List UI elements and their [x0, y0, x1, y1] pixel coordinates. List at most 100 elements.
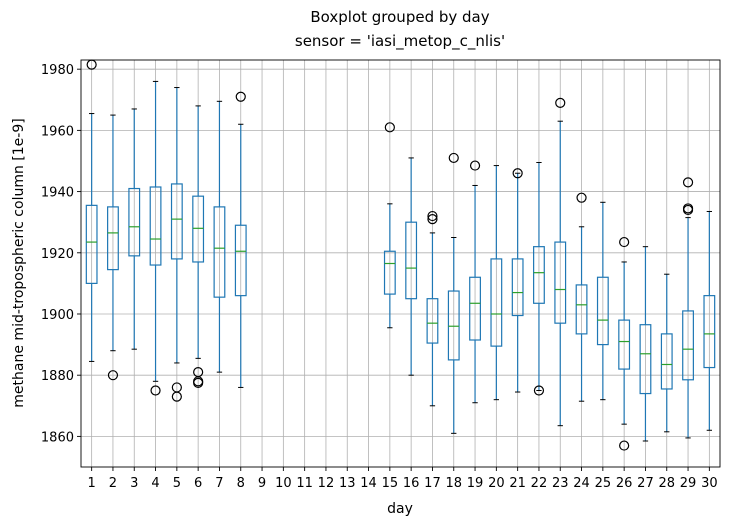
iqr-box	[170, 183, 183, 260]
box-day-21	[511, 168, 524, 393]
y-tick-label: 1860	[41, 430, 74, 445]
iqr-box	[533, 246, 545, 304]
x-tick-label: 21	[509, 476, 526, 491]
iqr-box	[596, 276, 609, 346]
y-tick-label: 1940	[41, 186, 74, 201]
box-day-22	[533, 162, 545, 396]
iqr-box	[383, 250, 396, 295]
iqr-box	[490, 258, 503, 347]
box-day-5	[170, 87, 183, 402]
y-tick-label: 1900	[41, 308, 74, 323]
x-tick-label: 23	[552, 476, 569, 491]
x-tick-label: 14	[360, 476, 377, 491]
x-axis-label: day	[387, 501, 413, 517]
outlier-point	[619, 440, 630, 451]
x-tick-label: 8	[237, 476, 245, 491]
box-day-25	[596, 201, 609, 401]
iqr-box	[469, 276, 481, 341]
iqr-box	[618, 319, 631, 370]
outlier-point	[448, 152, 459, 164]
box-day-18	[447, 152, 460, 434]
box-day-4	[149, 80, 162, 396]
iqr-box	[660, 333, 673, 390]
y-tick-label: 1920	[41, 247, 74, 262]
x-tick-label: 30	[701, 476, 718, 491]
x-tick-label: 26	[616, 476, 633, 491]
box-day-15	[383, 122, 396, 329]
x-tick-label: 27	[637, 476, 654, 491]
iqr-box	[107, 206, 119, 271]
iqr-box	[85, 204, 98, 284]
iqr-box	[213, 206, 226, 298]
box-day-2	[107, 114, 119, 381]
outlier-point	[682, 177, 694, 188]
x-tick-label: 24	[573, 476, 590, 491]
x-tick-label: 6	[194, 476, 202, 491]
outlier-point	[150, 385, 161, 396]
iqr-box	[149, 186, 162, 266]
box-day-19	[469, 160, 481, 404]
iqr-box	[128, 187, 141, 257]
outlier-point	[427, 210, 438, 222]
y-tick-label: 1880	[41, 369, 74, 384]
box-day-28	[660, 273, 673, 433]
outlier-point	[171, 391, 182, 402]
box-day-23	[554, 97, 567, 427]
iqr-box	[575, 284, 588, 335]
iqr-box	[511, 258, 524, 317]
box-day-20	[490, 165, 503, 401]
outlier-point	[682, 204, 694, 216]
iqr-box	[447, 290, 460, 361]
x-tick-label: 11	[296, 476, 313, 491]
y-tick-label: 1980	[41, 63, 74, 78]
x-tick-label: 16	[403, 476, 420, 491]
x-tick-label: 3	[130, 476, 138, 491]
x-tick-label: 29	[680, 476, 697, 491]
outlier-point	[235, 91, 246, 102]
plot-frame	[80, 59, 721, 468]
outlier-point	[427, 214, 438, 225]
iqr-box	[426, 298, 439, 344]
iqr-box	[682, 310, 694, 381]
outlier-point	[512, 168, 523, 179]
box-day-7	[213, 100, 226, 373]
box-day-27	[639, 246, 652, 442]
chart-subtitle: sensor = 'iasi_metop_c_nlis'	[295, 32, 505, 51]
x-tick-label: 28	[658, 476, 675, 491]
box-day-3	[128, 108, 141, 350]
outlier-point	[555, 97, 566, 108]
chart-title: Boxplot grouped by day	[310, 8, 489, 26]
x-tick-label: 9	[258, 476, 266, 491]
iqr-box	[234, 224, 247, 297]
x-tick-label: 12	[318, 476, 335, 491]
iqr-box	[554, 241, 567, 324]
outlier-point	[619, 236, 630, 248]
box-day-6	[192, 105, 205, 388]
x-tick-label: 18	[445, 476, 462, 491]
box-day-17	[426, 210, 439, 407]
box-day-30	[703, 210, 716, 431]
box-day-26	[618, 236, 631, 451]
box-day-16	[405, 157, 418, 376]
iqr-box	[405, 221, 418, 300]
x-tick-label: 4	[151, 476, 159, 491]
x-tick-label: 20	[488, 476, 505, 491]
iqr-box	[639, 324, 652, 395]
box-layer	[85, 59, 716, 451]
x-tick-label: 19	[467, 476, 484, 491]
outlier-point	[576, 192, 587, 203]
box-day-29	[682, 177, 694, 439]
x-tick-label: 1	[88, 476, 96, 491]
box-day-8	[234, 91, 247, 388]
x-tick-label: 25	[595, 476, 612, 491]
x-tick-label: 2	[109, 476, 117, 491]
outlier-point	[469, 160, 481, 171]
x-tick-label: 7	[215, 476, 223, 491]
x-tick-label: 10	[275, 476, 292, 491]
outlier-point	[384, 122, 395, 133]
box-day-24	[575, 192, 588, 402]
y-tick-label: 1960	[41, 124, 74, 139]
